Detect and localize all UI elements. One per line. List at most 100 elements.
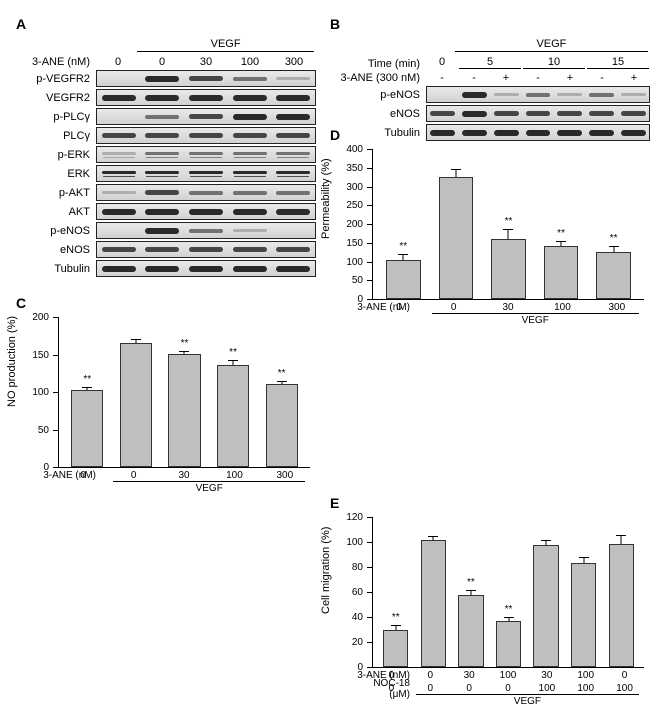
- x-tick-label: 30: [527, 670, 566, 681]
- ytick-label: 50: [333, 275, 363, 286]
- x-tick-label: 100: [566, 670, 605, 681]
- lane: [97, 185, 141, 200]
- x-axis-label: 3-ANE (nM): [352, 302, 410, 313]
- significance-marker: **: [399, 241, 407, 252]
- lane: [617, 87, 649, 102]
- blot-row-label: PLCγ: [16, 130, 96, 142]
- lane: [184, 261, 228, 276]
- blot-row-label: p-ERK: [16, 149, 96, 161]
- bar: [386, 260, 421, 300]
- blot-row: VEGFR2: [16, 89, 316, 106]
- panel-B-time: 0: [426, 56, 458, 70]
- lane: [141, 185, 185, 200]
- lane: [554, 125, 586, 140]
- lane: [141, 242, 185, 257]
- lane: [271, 147, 315, 162]
- lane: [228, 128, 272, 143]
- bar-slot: **: [377, 517, 415, 667]
- bar-slot: **: [482, 149, 535, 299]
- ytick-label: 40: [333, 612, 363, 623]
- ytick-label: 300: [333, 182, 363, 193]
- x-bracket-label: VEGF: [196, 483, 223, 494]
- lane: [141, 71, 185, 86]
- panel-B-vegf-label: VEGF: [453, 38, 650, 51]
- bar-slot: [602, 517, 640, 667]
- panel-A-dose: 30: [184, 56, 228, 68]
- blot-row-label: p-eNOS: [16, 225, 96, 237]
- panel-B-compound-val: +: [554, 72, 586, 84]
- lane: [184, 71, 228, 86]
- panel-B-compound-val: -: [426, 72, 458, 84]
- lane: [184, 90, 228, 105]
- significance-marker: **: [610, 233, 618, 244]
- x-tick-label: 100: [489, 670, 528, 681]
- bar: [383, 630, 408, 667]
- ytick-label: 100: [19, 387, 49, 398]
- lane: [228, 147, 272, 162]
- x-tick-label: 0: [426, 302, 480, 313]
- x-tick-label: 100: [527, 683, 566, 694]
- lane: [271, 204, 315, 219]
- lane: [184, 204, 228, 219]
- lane: [97, 128, 141, 143]
- bar-slot: **: [160, 317, 209, 467]
- ytick-label: 120: [333, 512, 363, 523]
- blot-row: p-AKT: [16, 184, 316, 201]
- blot-row-label: Tubulin: [16, 263, 96, 275]
- bar: [217, 365, 249, 467]
- panel-B-time-label: Time (min): [330, 58, 426, 70]
- panel-E-label: E: [330, 495, 650, 511]
- lane: [97, 204, 141, 219]
- lane: [586, 125, 618, 140]
- blot-row: p-ERK: [16, 146, 316, 163]
- bar: [458, 595, 483, 667]
- lane: [490, 87, 522, 102]
- lane: [184, 166, 228, 181]
- blot-row: p-PLCγ: [16, 108, 316, 125]
- x-tick-label: 0: [489, 683, 528, 694]
- panel-C-label: C: [16, 295, 316, 311]
- significance-marker: **: [392, 612, 400, 623]
- lane: [617, 106, 649, 121]
- lane: [228, 223, 272, 238]
- lane: [141, 204, 185, 219]
- panel-A-dose: 0: [96, 56, 140, 68]
- significance-marker: **: [467, 577, 475, 588]
- ytick-label: 200: [333, 219, 363, 230]
- lane: [271, 128, 315, 143]
- lane: [97, 147, 141, 162]
- bar-slot: **: [490, 517, 528, 667]
- panel-E-chart: Cell migration (%)020406080100120******3…: [330, 517, 650, 710]
- bar: [544, 246, 579, 299]
- lane: [459, 87, 491, 102]
- x-tick-label: 0: [411, 683, 450, 694]
- x-tick-label: 100: [535, 302, 589, 313]
- lane: [97, 71, 141, 86]
- x-tick-label: 0: [411, 670, 450, 681]
- lane: [97, 223, 141, 238]
- significance-marker: **: [505, 604, 513, 615]
- x-tick-label: 30: [450, 670, 489, 681]
- bar-slot: **: [377, 149, 430, 299]
- bar-slot: **: [209, 317, 258, 467]
- blot-row-label: p-PLCγ: [16, 111, 96, 123]
- x-tick-label: 0: [450, 683, 489, 694]
- bar-slot: [565, 517, 603, 667]
- lane: [184, 109, 228, 124]
- ytick-label: 100: [333, 537, 363, 548]
- lane: [427, 87, 459, 102]
- lane: [184, 147, 228, 162]
- lane: [228, 90, 272, 105]
- lane: [554, 87, 586, 102]
- panel-A-dose: 100: [228, 56, 272, 68]
- x-tick-label: 30: [159, 470, 209, 481]
- lane: [97, 261, 141, 276]
- lane: [490, 125, 522, 140]
- chart-area: 020406080100120******: [372, 517, 644, 668]
- lane: [141, 166, 185, 181]
- blot-row-label: eNOS: [16, 244, 96, 256]
- blot-row: p-eNOS: [16, 222, 316, 239]
- x-bracket-label: VEGF: [522, 315, 549, 326]
- significance-marker: **: [278, 368, 286, 379]
- lane: [141, 223, 185, 238]
